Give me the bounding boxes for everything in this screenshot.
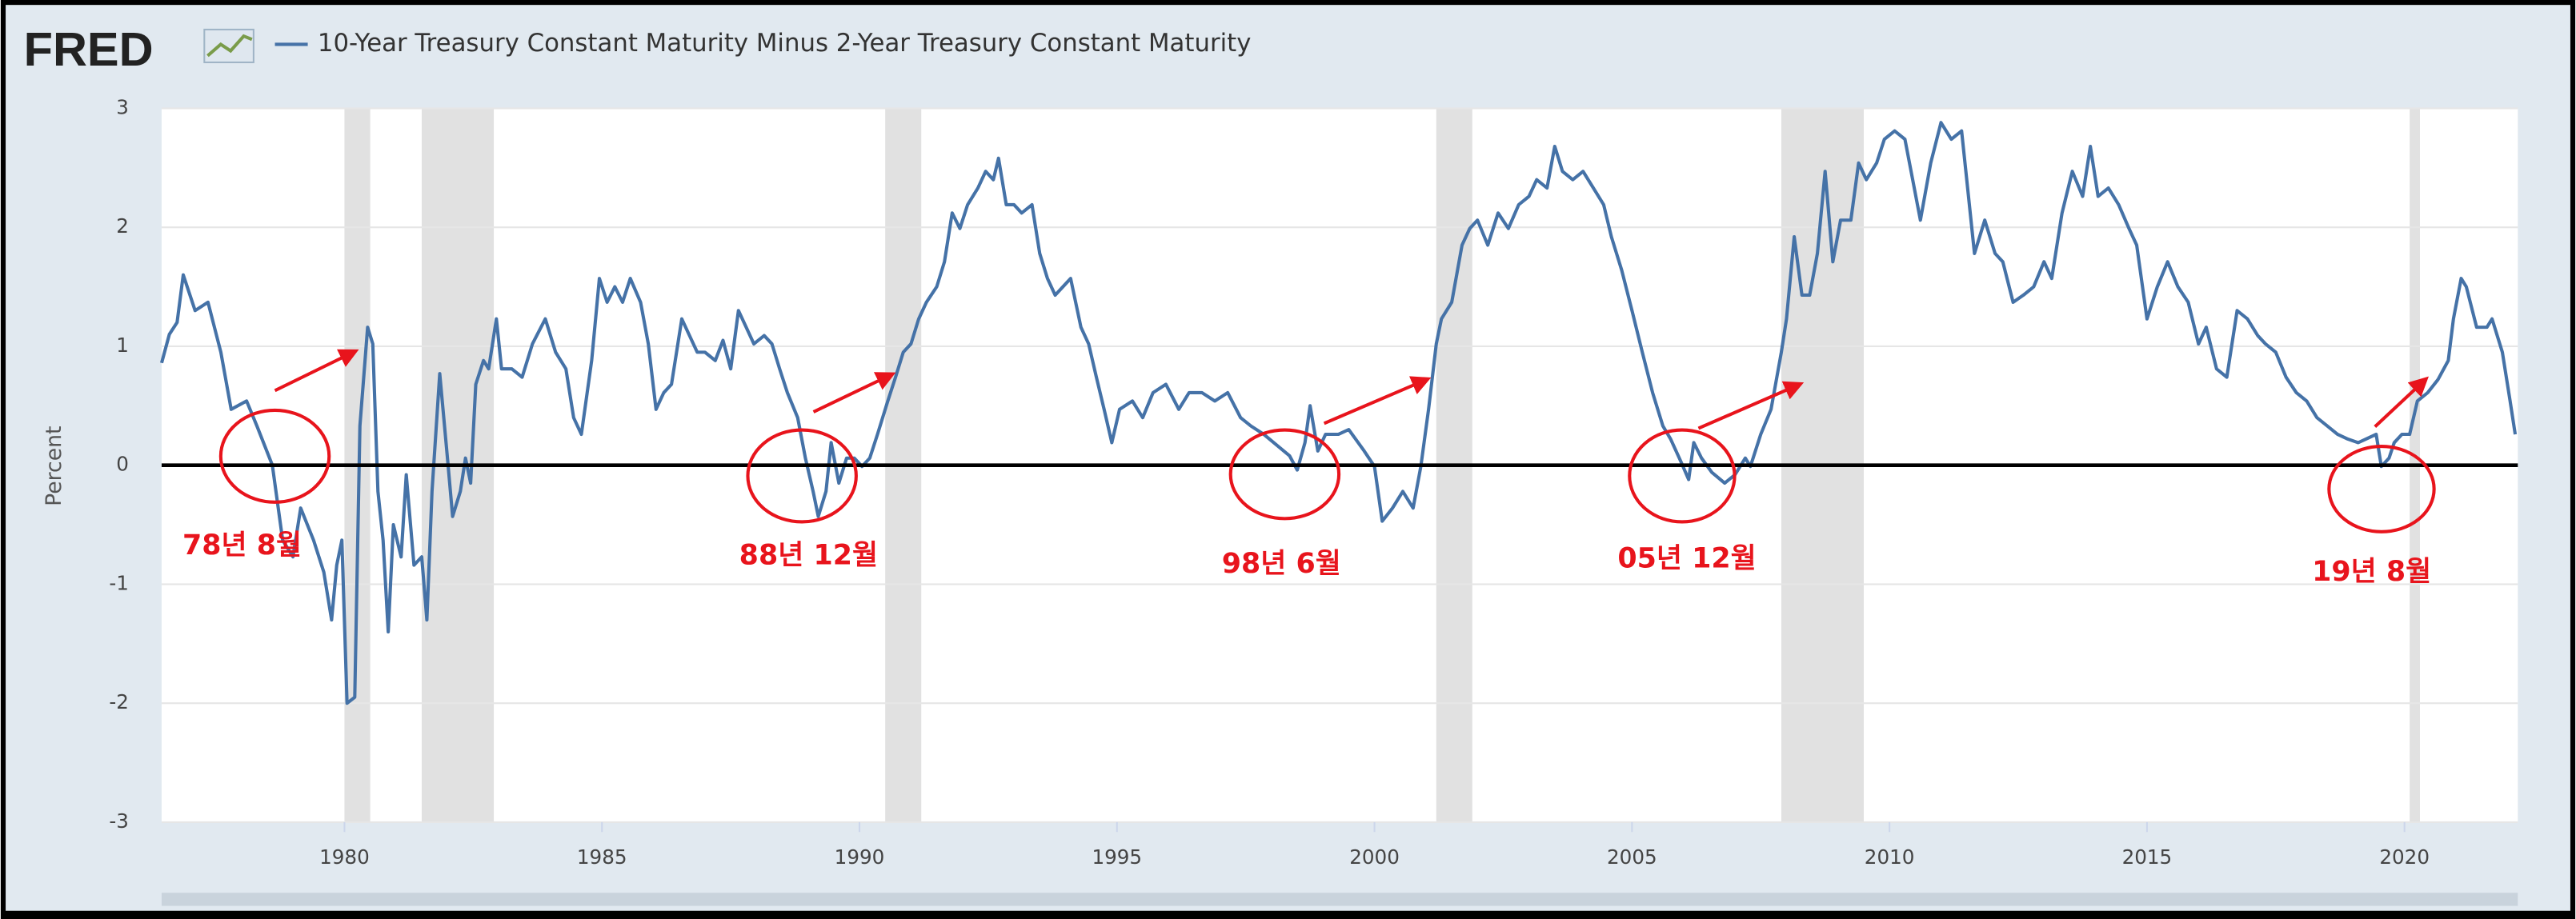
legend-label: 10-Year Treasury Constant Maturity Minus… [318, 29, 1252, 58]
annotation-label: 19년 8월 [2312, 556, 2431, 588]
y-tick-label: 0 [116, 453, 129, 476]
logo: FRED [24, 22, 154, 76]
y-tick-label: -2 [109, 690, 129, 713]
series-line [159, 121, 2518, 705]
logo-icon [203, 28, 254, 63]
y-axis-label: Percent [42, 426, 66, 506]
x-tick-label: 2020 [2379, 845, 2430, 869]
annotation-arrow [274, 349, 359, 393]
annotation-label: 88년 12월 [739, 540, 878, 572]
annotation-arrow [1697, 381, 1805, 430]
annotation-circle [1228, 428, 1341, 521]
annotation-arrow [812, 372, 896, 414]
annotation-circle [1628, 428, 1737, 524]
x-tick-label: 2005 [1607, 845, 1657, 869]
annotation-circle [218, 408, 331, 504]
annotation-label: 05년 12월 [1617, 543, 1756, 575]
x-tick-label: 2015 [2122, 845, 2173, 869]
x-tick-label: 1985 [577, 845, 627, 869]
annotation-circle [746, 428, 858, 524]
x-tick-label: 1995 [1092, 845, 1142, 869]
x-tick-label: 1980 [319, 845, 370, 869]
y-tick-label: -3 [109, 809, 129, 833]
y-tick-label: -1 [109, 571, 129, 594]
annotation-label: 78년 8월 [182, 529, 302, 561]
x-tick-label: 2010 [1865, 845, 1915, 869]
annotation-arrow [2374, 376, 2429, 428]
y-tick-label: 3 [116, 95, 129, 118]
navigator-strip [161, 893, 2518, 906]
annotation-arrow [1323, 376, 1432, 426]
annotation-circle [2327, 445, 2436, 533]
annotation-label: 98년 6월 [1222, 548, 1341, 580]
x-tick-label: 1990 [835, 845, 885, 869]
x-tick-label: 2000 [1349, 845, 1400, 869]
y-tick-label: 2 [116, 214, 129, 238]
y-tick-label: 1 [116, 334, 129, 357]
